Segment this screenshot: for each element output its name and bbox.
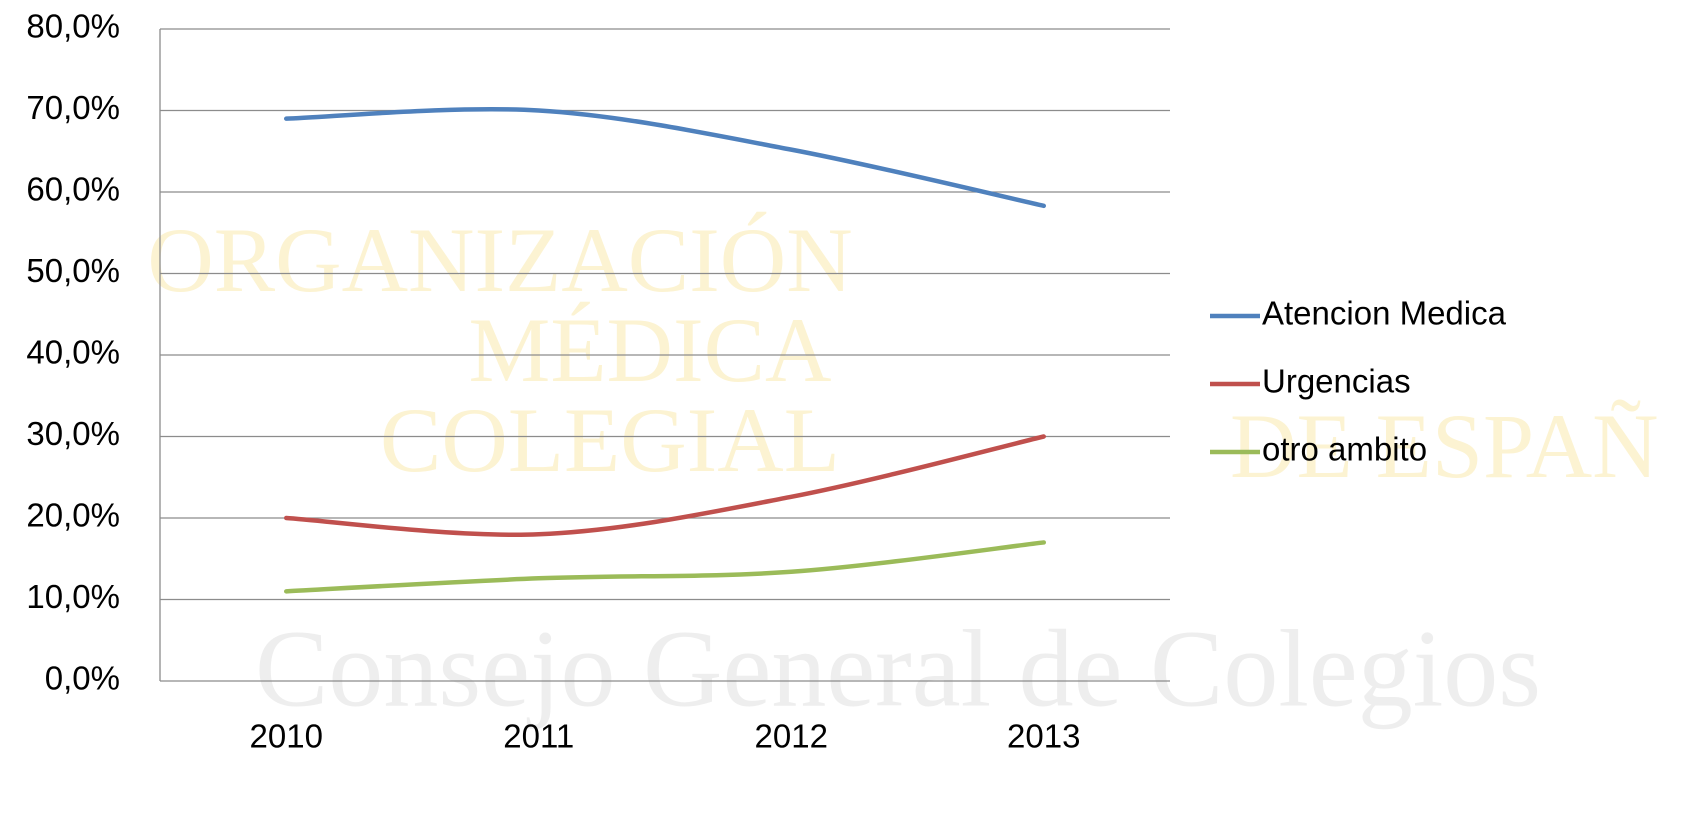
watermark: ORGANIZACIÓN MÉDICA COLEGIAL DE ESPAÑ Co… [147, 209, 1658, 729]
y-tick-label: 10,0% [26, 578, 120, 615]
x-tick-label: 2012 [755, 718, 828, 755]
legend-label: Urgencias [1262, 363, 1411, 400]
y-tick-label: 50,0% [26, 252, 120, 289]
x-tick-label: 2010 [250, 718, 323, 755]
watermark-text: MÉDICA [469, 299, 832, 401]
y-tick-label: 80,0% [26, 8, 120, 45]
watermark-text: COLEGIAL [380, 389, 840, 491]
y-tick-label: 70,0% [26, 89, 120, 126]
line [284, 106, 1046, 209]
y-tick-label: 60,0% [26, 171, 120, 208]
y-tick-label: 0,0% [45, 660, 120, 697]
watermark-text: DE ESPAÑ [1230, 395, 1659, 497]
x-tick-label: 2011 [503, 718, 574, 755]
x-tick-label: 2013 [1007, 718, 1080, 755]
line [284, 540, 1046, 594]
line [284, 434, 1046, 537]
y-tick-label: 30,0% [26, 415, 120, 452]
legend-label: otro ambito [1262, 431, 1427, 468]
watermark-text: ORGANIZACIÓN [147, 209, 852, 311]
legend-label: Atencion Medica [1262, 295, 1507, 332]
y-tick-label: 20,0% [26, 497, 120, 534]
watermark-text: Consejo General de Colegios [255, 607, 1541, 729]
y-tick-label: 40,0% [26, 334, 120, 371]
